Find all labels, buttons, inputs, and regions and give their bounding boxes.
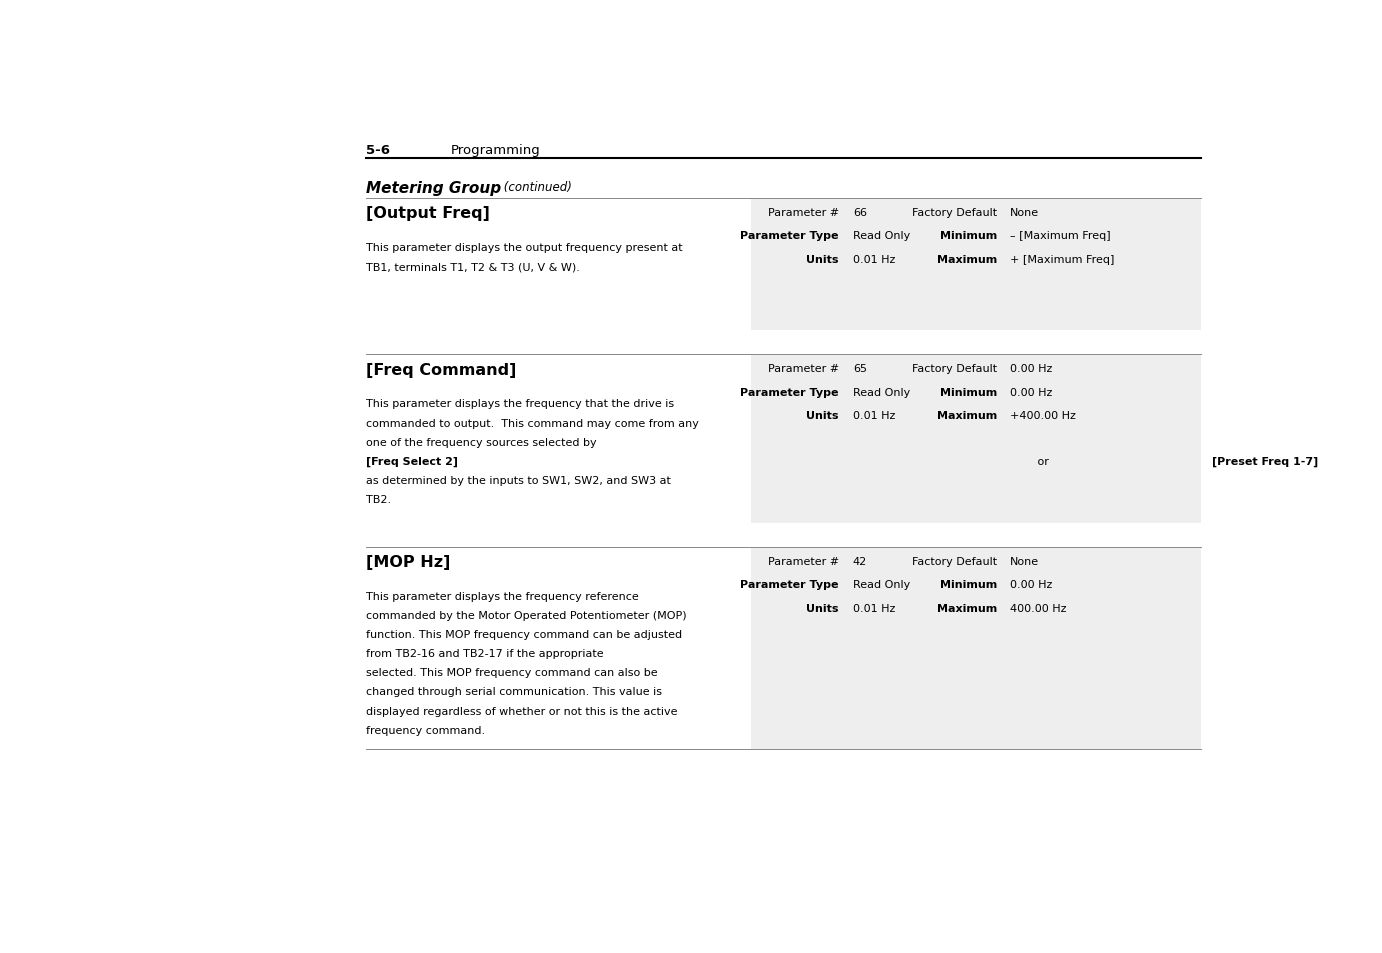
Text: Factory Default: Factory Default <box>912 208 998 217</box>
Text: 0.01 Hz: 0.01 Hz <box>853 254 896 265</box>
Text: [MOP Hz]: [MOP Hz] <box>365 555 451 570</box>
Text: TB1, terminals T1, T2 & T3 (U, V & W).: TB1, terminals T1, T2 & T3 (U, V & W). <box>365 262 579 272</box>
Text: [Freq Command]: [Freq Command] <box>365 362 515 377</box>
Text: commanded to output.  This command may come from any: commanded to output. This command may co… <box>365 418 698 428</box>
Text: None: None <box>1010 557 1039 566</box>
Text: Minimum: Minimum <box>940 387 998 397</box>
Text: Parameter #: Parameter # <box>768 208 839 217</box>
Text: – [Maximum Freq]: – [Maximum Freq] <box>1010 231 1111 241</box>
Text: 66: 66 <box>853 208 867 217</box>
Text: + [Maximum Freq]: + [Maximum Freq] <box>1010 254 1115 265</box>
Text: 5-6: 5-6 <box>365 144 390 156</box>
Text: None: None <box>1010 208 1039 217</box>
Bar <box>752 355 1201 524</box>
Text: This parameter displays the frequency that the drive is: This parameter displays the frequency th… <box>365 399 673 409</box>
Text: Maximum: Maximum <box>937 411 998 421</box>
Bar <box>752 547 1201 749</box>
Text: Metering Group: Metering Group <box>365 180 500 195</box>
Text: This parameter displays the frequency reference: This parameter displays the frequency re… <box>365 591 638 601</box>
Text: Units: Units <box>807 254 839 265</box>
Text: 0.01 Hz: 0.01 Hz <box>853 603 896 613</box>
Text: Parameter Type: Parameter Type <box>741 387 839 397</box>
Text: commanded by the Motor Operated Potentiometer (MOP): commanded by the Motor Operated Potentio… <box>365 611 687 620</box>
Text: 400.00 Hz: 400.00 Hz <box>1010 603 1067 613</box>
Text: changed through serial communication. This value is: changed through serial communication. Th… <box>365 687 662 697</box>
Text: Read Only: Read Only <box>853 387 911 397</box>
Text: function. This MOP frequency command can be adjusted: function. This MOP frequency command can… <box>365 630 681 639</box>
Bar <box>752 199 1201 331</box>
Text: Read Only: Read Only <box>853 579 911 590</box>
Text: Parameter Type: Parameter Type <box>741 579 839 590</box>
Text: Maximum: Maximum <box>937 603 998 613</box>
Text: or: or <box>1034 456 1052 466</box>
Text: TB2.: TB2. <box>365 495 391 504</box>
Text: (continued): (continued) <box>500 180 572 193</box>
Text: 0.00 Hz: 0.00 Hz <box>1010 364 1053 374</box>
Text: [Freq Select 2]: [Freq Select 2] <box>365 456 457 467</box>
Text: Parameter #: Parameter # <box>768 557 839 566</box>
Text: Minimum: Minimum <box>940 231 998 241</box>
Text: Read Only: Read Only <box>853 231 911 241</box>
Text: one of the frequency sources selected by: one of the frequency sources selected by <box>365 437 600 447</box>
Text: Units: Units <box>807 411 839 421</box>
Text: Units: Units <box>807 603 839 613</box>
Text: Programming: Programming <box>451 144 540 156</box>
Text: 0.00 Hz: 0.00 Hz <box>1010 387 1053 397</box>
Text: displayed regardless of whether or not this is the active: displayed regardless of whether or not t… <box>365 706 677 716</box>
Text: 65: 65 <box>853 364 867 374</box>
Text: This parameter displays the output frequency present at: This parameter displays the output frequ… <box>365 243 683 253</box>
Text: Parameter Type: Parameter Type <box>741 231 839 241</box>
Text: 42: 42 <box>853 557 867 566</box>
Text: as determined by the inputs to SW1, SW2, and SW3 at: as determined by the inputs to SW1, SW2,… <box>365 476 670 485</box>
Text: 0.00 Hz: 0.00 Hz <box>1010 579 1053 590</box>
Text: +400.00 Hz: +400.00 Hz <box>1010 411 1077 421</box>
Text: Minimum: Minimum <box>940 579 998 590</box>
Text: Maximum: Maximum <box>937 254 998 265</box>
Text: selected. This MOP frequency command can also be: selected. This MOP frequency command can… <box>365 668 658 678</box>
Text: Factory Default: Factory Default <box>912 557 998 566</box>
Text: from TB2-16 and TB2-17 if the appropriate: from TB2-16 and TB2-17 if the appropriat… <box>365 649 607 659</box>
Text: [Output Freq]: [Output Freq] <box>365 206 489 221</box>
Text: Parameter #: Parameter # <box>768 364 839 374</box>
Text: [Preset Freq 1-7]: [Preset Freq 1-7] <box>1212 456 1318 467</box>
Text: Factory Default: Factory Default <box>912 364 998 374</box>
Text: frequency command.: frequency command. <box>365 725 485 735</box>
Text: 0.01 Hz: 0.01 Hz <box>853 411 896 421</box>
